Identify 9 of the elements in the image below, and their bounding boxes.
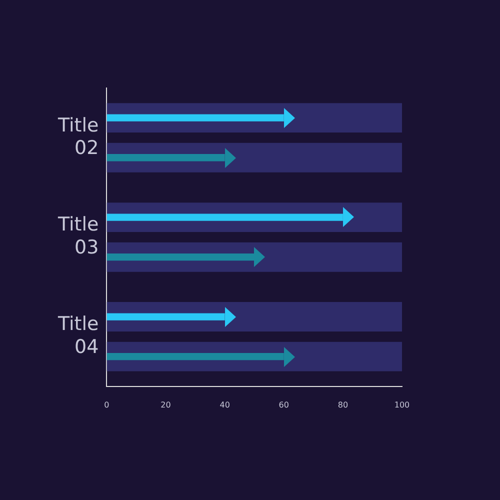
x-tick-label: 100	[394, 400, 410, 410]
x-tick-label: 80	[338, 400, 348, 410]
x-tick-label: 40	[220, 400, 230, 410]
x-tick-label: 0	[104, 400, 110, 410]
y-tick-label: Title 03	[57, 214, 99, 259]
y-tick-label: Title 04	[57, 313, 99, 358]
x-tick-label: 20	[160, 400, 171, 410]
y-tick-label: Title 02	[57, 114, 99, 160]
x-tick-label: 60	[278, 400, 289, 410]
